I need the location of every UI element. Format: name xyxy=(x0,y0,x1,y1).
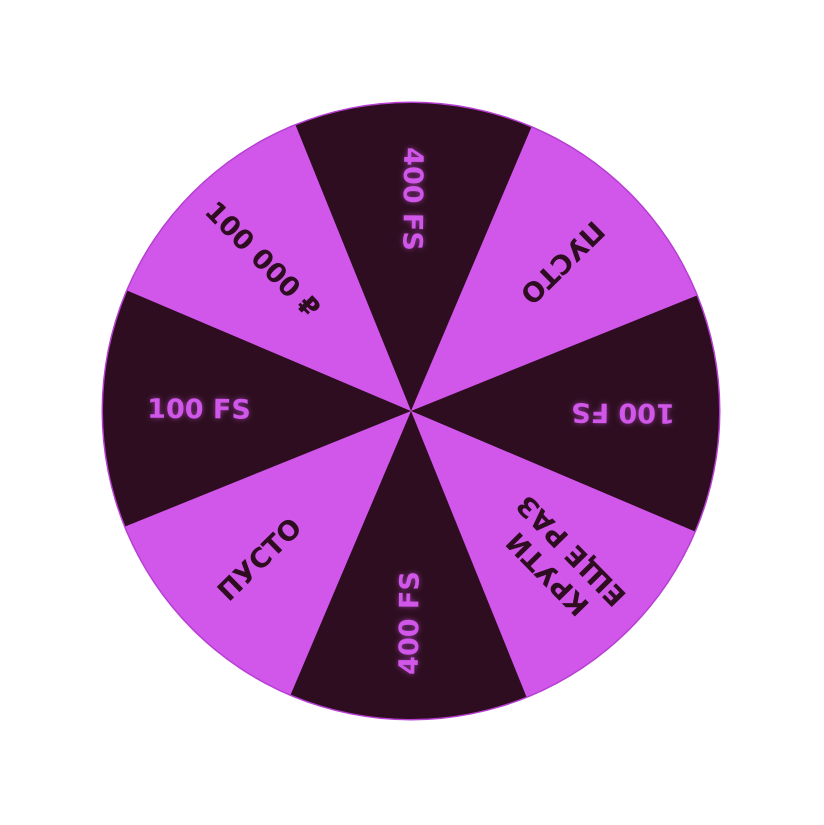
wheel-segment-label-7: 100 FS xyxy=(147,394,251,426)
wheel-segment-label-5: 400 FS xyxy=(394,571,426,675)
wheel-segment-5 xyxy=(290,411,527,720)
wheel-segment-7 xyxy=(102,290,411,527)
wheel-segment-3 xyxy=(411,295,720,532)
wheel-segments xyxy=(102,102,720,720)
wheel-segment-6 xyxy=(125,411,412,695)
wheel-segment-1 xyxy=(295,102,532,411)
wheel-segment-4 xyxy=(411,411,695,697)
wheel-segment-8 xyxy=(127,125,411,412)
wheel-segment-label-3: 100 FS xyxy=(571,396,675,428)
wheel-segment-label-1: 400 FS xyxy=(396,147,428,251)
wheel-segment-2 xyxy=(411,127,697,411)
